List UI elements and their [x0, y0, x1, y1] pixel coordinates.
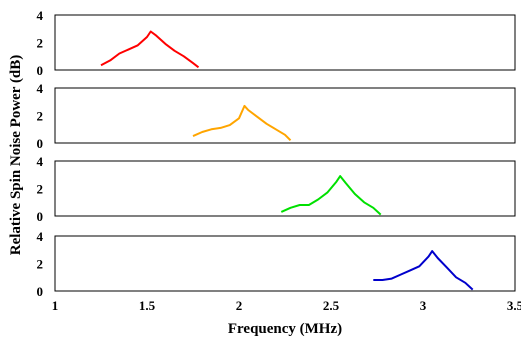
panels: 0 2 4 0 2 4 0 2 4 0 2 4 — [37, 8, 516, 299]
panel-4: 0 2 4 — [37, 229, 516, 299]
x-tick-label: 3 — [420, 298, 427, 313]
x-axis-label: Frequency (MHz) — [228, 321, 342, 337]
x-tick-label: 3.5 — [507, 298, 521, 313]
y-tick-label: 0 — [37, 284, 44, 299]
panel-3: 0 2 4 — [37, 154, 516, 224]
y-tick-label: 4 — [37, 229, 44, 244]
x-tick-label: 2 — [236, 298, 243, 313]
y-tick-label: 2 — [37, 182, 44, 197]
panel-frame — [54, 160, 516, 217]
spectrum-line — [280, 175, 382, 216]
x-tick-label: 1 — [52, 298, 59, 313]
x-tick-labels: 1 1.5 2 2.5 3 3.5 — [52, 298, 521, 313]
y-tick-label: 2 — [37, 257, 44, 272]
y-tick-label: 0 — [37, 136, 44, 151]
y-axis-label: Relative Spin Noise Power (dB) — [8, 55, 24, 256]
y-tick-label: 0 — [37, 63, 44, 78]
x-tick-label: 2.5 — [323, 298, 340, 313]
spectrum-line — [192, 104, 292, 142]
y-tick-label: 0 — [37, 209, 44, 224]
y-tick-label: 4 — [37, 81, 44, 96]
panel-1: 0 2 4 — [37, 8, 516, 78]
x-tick-label: 1.5 — [139, 298, 156, 313]
spectrum-line — [100, 30, 200, 69]
panel-2: 0 2 4 — [37, 81, 516, 151]
panel-frame — [54, 235, 516, 292]
spectrum-line — [373, 250, 474, 291]
panel-frame — [54, 87, 516, 144]
y-tick-label: 2 — [37, 109, 44, 124]
y-tick-label: 2 — [37, 36, 44, 51]
y-tick-label: 4 — [37, 8, 44, 23]
panel-frame — [54, 14, 516, 71]
y-tick-label: 4 — [37, 154, 44, 169]
